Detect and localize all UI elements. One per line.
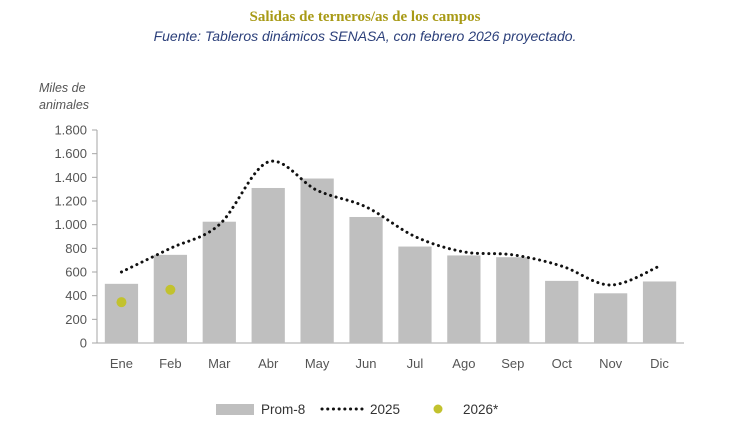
- bar-may: [300, 178, 334, 343]
- bar-oct: [545, 280, 579, 343]
- y-axis-ticks: 0 200 400 600 800 1.000 1.200 1.400 1.600 1.800: [54, 123, 97, 351]
- point-2026-feb: [165, 284, 176, 295]
- bar-feb: [153, 254, 188, 343]
- legend-label-2025: 2025: [370, 402, 400, 417]
- y-tick-label: 0: [80, 336, 87, 351]
- legend-swatch-2026: [433, 404, 443, 414]
- legend-swatch-prom-8: [216, 404, 254, 415]
- legend-label-2026: 2026*: [463, 402, 499, 417]
- y-tick-label: 600: [65, 265, 87, 280]
- x-tick-label: Mar: [208, 356, 231, 371]
- x-tick-label: Abr: [258, 356, 279, 371]
- axes: [96, 130, 684, 344]
- line-2025-path: [119, 159, 662, 287]
- points-2026: [116, 284, 176, 308]
- legend-label-prom-8: Prom-8: [261, 402, 305, 417]
- bar-ago: [447, 255, 481, 343]
- y-tick-label: 800: [65, 241, 87, 256]
- y-tick-label: 1.400: [54, 170, 87, 185]
- bar-mar: [202, 221, 236, 343]
- bar-jul: [398, 246, 432, 343]
- bar-ene: [104, 283, 139, 343]
- point-2026-ene: [116, 297, 127, 308]
- x-tick-label: Jul: [407, 356, 424, 371]
- y-tick-label: 1.000: [54, 217, 87, 232]
- legend: Prom-8 2025 2026*: [216, 402, 499, 417]
- bar-abr: [251, 187, 285, 343]
- x-tick-label: Dic: [650, 356, 669, 371]
- bar-nov: [593, 293, 628, 343]
- bar-dic: [642, 281, 677, 343]
- x-tick-label: Feb: [159, 356, 181, 371]
- y-tick-label: 1.200: [54, 194, 87, 209]
- y-axis-label-line: Miles de: [39, 81, 86, 95]
- chart-subtitle: Fuente: Tableros dinámicos SENASA, con f…: [153, 28, 577, 44]
- y-tick-label: 1.800: [54, 123, 87, 138]
- y-axis-label-line: animales: [39, 98, 89, 112]
- bar-jun: [349, 216, 383, 343]
- x-tick-label: Jun: [356, 356, 377, 371]
- x-tick-label: Sep: [501, 356, 524, 371]
- y-tick-label: 400: [65, 288, 87, 303]
- y-tick-label: 1.600: [54, 146, 87, 161]
- line-2025: [119, 159, 662, 287]
- bar-sep: [496, 257, 530, 343]
- x-axis-ticks: Ene Feb Mar Abr May Jun Jul Ago Sep Oct Nov Dic: [110, 356, 670, 371]
- y-tick-label: 200: [65, 312, 87, 327]
- x-tick-label: Nov: [599, 356, 623, 371]
- bars-prom-8: [104, 178, 677, 343]
- x-tick-label: May: [305, 356, 330, 371]
- x-tick-label: Oct: [552, 356, 573, 371]
- x-tick-label: Ene: [110, 356, 133, 371]
- y-axis-label: Miles de animales: [39, 81, 89, 112]
- x-tick-label: Ago: [452, 356, 475, 371]
- chart-title: Salidas de terneros/as de los campos: [249, 9, 481, 25]
